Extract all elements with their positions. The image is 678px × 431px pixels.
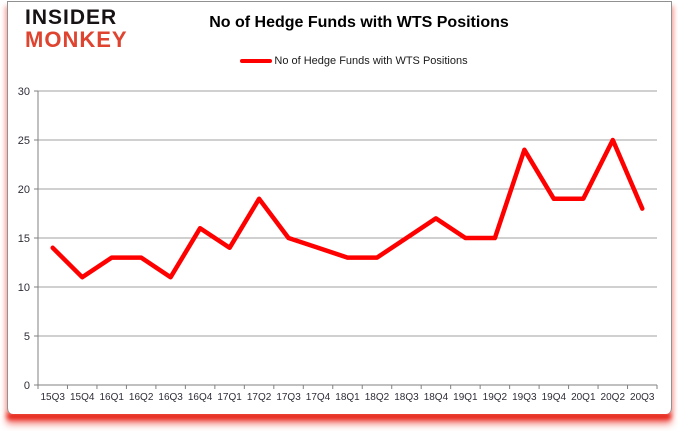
x-axis-label: 17Q1 (217, 392, 242, 403)
chart-title: No of Hedge Funds with WTS Positions (209, 14, 509, 31)
x-axis-label: 18Q4 (424, 392, 449, 403)
y-axis-label: 30 (18, 86, 30, 98)
y-axis-label: 20 (18, 184, 30, 196)
legend-line-swatch (240, 59, 273, 63)
card-bottom-red-glow (6, 412, 672, 420)
logo-line-insider: INSIDER (25, 6, 118, 29)
x-axis-label: 20Q2 (601, 392, 626, 403)
x-axis-label: 19Q2 (483, 392, 508, 403)
x-axis-label: 20Q1 (571, 392, 596, 403)
x-axis-label: 18Q2 (365, 392, 390, 403)
y-axis-label: 10 (18, 282, 30, 294)
insider-monkey-logo: INSIDER MONKEY (25, 7, 128, 51)
x-axis-label: 15Q4 (70, 392, 95, 403)
data-series-line (50, 137, 645, 280)
y-axis-label: 0 (24, 380, 30, 392)
logo-line-monkey: MONKEY (25, 27, 128, 52)
x-axis-label: 17Q2 (247, 392, 272, 403)
x-axis-label: 16Q4 (188, 392, 213, 403)
x-axis-label: 20Q3 (630, 392, 655, 403)
y-axis-label: 25 (18, 135, 30, 147)
y-axis-label: 5 (24, 331, 30, 343)
x-axis-label: 17Q4 (306, 392, 331, 403)
x-axis-label: 17Q3 (276, 392, 301, 403)
x-axis-label: 15Q3 (41, 392, 66, 403)
x-axis-label: 16Q3 (158, 392, 183, 403)
chart-card-background (7, 1, 672, 414)
legend-label: No of Hedge Funds with WTS Positions (274, 55, 468, 67)
x-axis-label: 19Q1 (453, 392, 478, 403)
x-axis-label: 18Q3 (394, 392, 419, 403)
x-axis-label: 16Q1 (99, 392, 124, 403)
x-axis-label: 19Q4 (542, 392, 567, 403)
chart-legend: No of Hedge Funds with WTS Positions (30, 55, 678, 67)
y-axis-label: 15 (18, 233, 30, 245)
x-axis-label: 16Q2 (129, 392, 154, 403)
x-axis-label: 18Q1 (335, 392, 360, 403)
x-axis-label: 19Q3 (512, 392, 537, 403)
